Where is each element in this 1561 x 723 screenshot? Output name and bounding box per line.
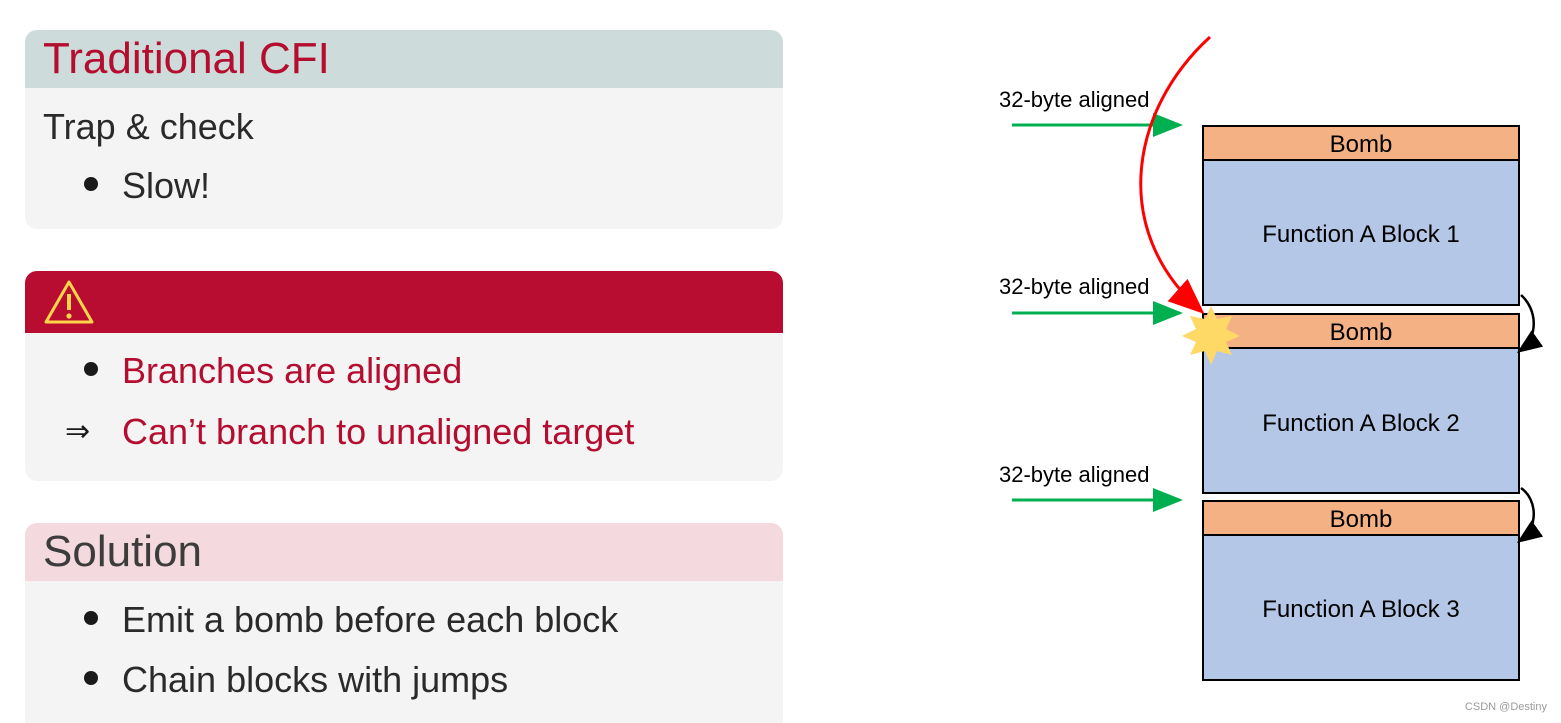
watermark: CSDN @Destiny (1464, 701, 1547, 713)
warning-header (25, 271, 783, 333)
function-block-2-label: Function A Block 2 (1262, 410, 1459, 437)
traditional-cfi-panel: Traditional CFI (25, 30, 783, 229)
solution-panel: Solution (25, 523, 783, 723)
alignment-label-3: 32-byte aligned (999, 462, 1149, 487)
bomb-1-label: Bomb (1330, 131, 1393, 158)
function-block-3-label: Function A Block 3 (1262, 596, 1459, 623)
branches-aligned-text: Branches are aligned (122, 350, 463, 391)
jump-arrow-2 (1516, 486, 1544, 543)
function-block-1 (1202, 159, 1520, 306)
bomb-3-label: Bomb (1330, 506, 1393, 533)
warning-triangle-icon (44, 280, 94, 324)
bomb-2-label: Bomb (1330, 319, 1393, 346)
bullet-dot (84, 611, 98, 625)
trap-and-check-text: Trap & check (43, 106, 254, 147)
solution-title: Solution (25, 523, 783, 581)
bullet-dot (84, 671, 98, 685)
explosion-icon (1182, 306, 1240, 365)
warning-panel (25, 271, 783, 481)
bomb-2 (1202, 313, 1520, 349)
implies-arrow-icon: ⇒ (65, 415, 91, 448)
slow-bullet-text: Slow! (122, 165, 211, 206)
bullet-dot (84, 362, 98, 376)
bullet-dot (84, 177, 98, 191)
function-block-2 (1202, 347, 1520, 494)
function-block-3 (1202, 534, 1520, 681)
function-block-1-label: Function A Block 1 (1262, 221, 1459, 248)
chain-blocks-text: Chain blocks with jumps (122, 659, 509, 700)
alignment-label-1: 32-byte aligned (999, 87, 1149, 112)
cant-branch-text: Can’t branch to unaligned target (122, 411, 635, 452)
unaligned-branch-arrow (1139, 35, 1212, 314)
emit-bomb-text: Emit a bomb before each block (122, 599, 619, 640)
bomb-1 (1202, 125, 1520, 161)
alignment-label-2: 32-byte aligned (999, 274, 1149, 299)
jump-arrow-1 (1516, 294, 1544, 353)
traditional-cfi-title: Traditional CFI (25, 30, 783, 88)
